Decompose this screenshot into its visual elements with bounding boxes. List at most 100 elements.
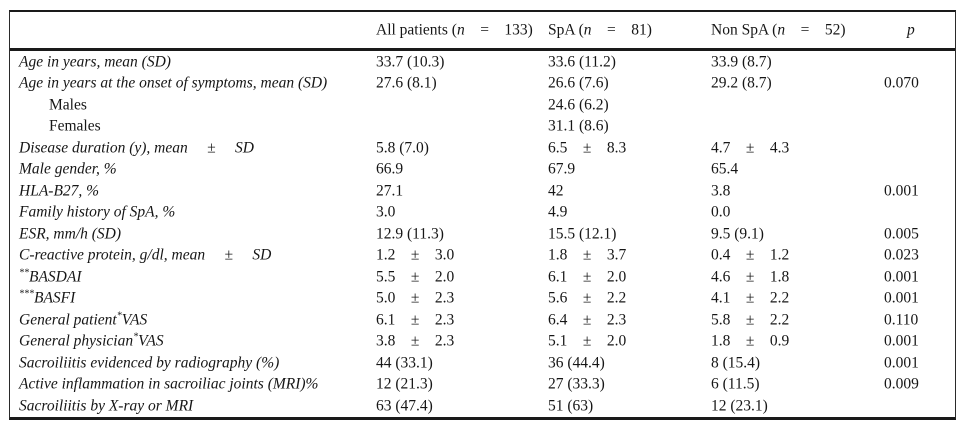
cell-non-spa: 29.2 (8.7)	[711, 74, 772, 92]
table-row: Males 24.6 (6.2)	[10, 94, 955, 116]
table-row: Sacroiliitis by X-ray or MRI 63 (47.4) 5…	[10, 395, 955, 417]
table-row: General patient*VAS 6.1 ± 2.3 6.4 ± 2.3 …	[10, 309, 955, 331]
column-header-spa: SpA (n = 81)	[548, 22, 652, 38]
cell-spa: 6.1 ± 2.0	[548, 268, 627, 285]
row-label: Age in years at the onset of symptoms, m…	[19, 74, 328, 92]
row-label: Sacroiliitis by X-ray or MRI	[19, 398, 193, 414]
row-label: HLA-B27, %	[19, 183, 99, 199]
cell-spa: 36 (44.4)	[548, 354, 605, 371]
header-n-variable: n	[583, 21, 592, 39]
row-label-text: Males	[49, 96, 87, 113]
cell-all-patients: 3.0	[376, 203, 396, 221]
header-text: = 81)	[591, 21, 652, 39]
table-body: Age in years, mean (SD) 33.7 (10.3) 33.6…	[10, 51, 955, 417]
row-label-superscript: ***	[19, 288, 34, 300]
cell-all-patients: 1.2 ± 3.0	[376, 246, 455, 264]
cell-spa: 4.9	[548, 203, 568, 221]
row-label: General physician*VAS	[19, 332, 164, 350]
cell-all-patients: 12 (21.3)	[376, 375, 433, 393]
row-label-text: C-reactive protein, g/dl, mean ± SD	[19, 246, 272, 264]
cell-spa: 67.9	[548, 160, 576, 178]
row-label-text: General physician	[19, 332, 134, 350]
row-label-text: Sacroiliitis evidenced by radiography (%…	[19, 354, 280, 371]
table-row: Age in years at the onset of symptoms, m…	[10, 73, 955, 95]
cell-p-value: 0.001	[884, 268, 919, 285]
cell-all-patients: 66.9	[376, 160, 404, 178]
table-row: Male gender, % 66.9 67.9 65.4	[10, 159, 955, 181]
cell-spa: 15.5 (12.1)	[548, 225, 617, 242]
row-label: Male gender, %	[19, 160, 117, 178]
row-label-text: HLA-B27, %	[19, 182, 100, 199]
column-header-all-patients: All patients (n = 133)	[376, 22, 533, 38]
table-header-row: All patients (n = 133) SpA (n = 81) Non …	[10, 12, 955, 51]
cell-non-spa: 0.0	[711, 203, 731, 221]
cell-all-patients: 12.9 (11.3)	[376, 225, 444, 242]
row-label-text: Male gender, %	[19, 160, 117, 178]
cell-spa: 6.5 ± 8.3	[548, 139, 627, 156]
row-label: Family history of SpA, %	[19, 203, 176, 221]
cell-spa: 33.6 (11.2)	[548, 53, 616, 70]
cell-p-value: 0.001	[884, 354, 919, 371]
column-header-non-spa: Non SpA (n = 52)	[711, 22, 845, 38]
row-label-superscript: **	[19, 267, 29, 278]
table-row: C-reactive protein, g/dl, mean ± SD 1.2 …	[10, 245, 955, 267]
cell-non-spa: 4.1 ± 2.2	[711, 289, 790, 307]
table-row: Active inflammation in sacroiliac joints…	[10, 374, 955, 396]
cell-spa: 27 (33.3)	[548, 375, 605, 393]
row-label-text-after-sup: BASDAI	[29, 268, 82, 285]
cell-all-patients: 6.1 ± 2.3	[376, 311, 455, 328]
row-label-text: Females	[49, 117, 101, 135]
table-row: ***BASFI 5.0 ± 2.3 5.6 ± 2.2 4.1 ± 2.2 0…	[10, 288, 955, 310]
row-label: **BASDAI	[19, 267, 82, 285]
header-text: Non SpA (	[711, 21, 778, 39]
row-label: Sacroiliitis evidenced by radiography (%…	[19, 355, 279, 371]
cell-p-value: 0.001	[884, 289, 919, 307]
cell-spa: 26.6 (7.6)	[548, 74, 609, 92]
row-label: Active inflammation in sacroiliac joints…	[19, 376, 318, 393]
cell-non-spa: 8 (15.4)	[711, 354, 761, 371]
row-label-text: General patient	[19, 311, 117, 328]
cell-non-spa: 1.8 ± 0.9	[711, 332, 790, 350]
cell-p-value: 0.005	[884, 225, 919, 242]
cell-all-patients: 27.1	[376, 182, 404, 199]
table-row: Age in years, mean (SD) 33.7 (10.3) 33.6…	[10, 51, 955, 73]
row-label-text: Age in years at the onset of symptoms, m…	[19, 74, 328, 92]
cell-non-spa: 3.8	[711, 182, 731, 199]
cell-all-patients: 5.8 (7.0)	[376, 139, 429, 156]
cell-spa: 24.6 (6.2)	[548, 96, 609, 113]
cell-p-value: 0.001	[884, 332, 919, 350]
row-label: Disease duration (y), mean ± SD	[19, 140, 254, 156]
table-row: Disease duration (y), mean ± SD 5.8 (7.0…	[10, 137, 955, 159]
cell-p-value: 0.023	[884, 246, 919, 264]
row-label: C-reactive protein, g/dl, mean ± SD	[19, 246, 272, 264]
table-row: **BASDAI 5.5 ± 2.0 6.1 ± 2.0 4.6 ± 1.8 0…	[10, 266, 955, 288]
row-label-text-after-sup: VAS	[121, 311, 148, 328]
cell-non-spa: 65.4	[711, 160, 739, 178]
row-label-text-after-sup: VAS	[138, 332, 164, 350]
row-label: Females	[49, 117, 101, 135]
column-header-p-value: p	[907, 21, 915, 39]
cell-spa: 5.6 ± 2.2	[548, 289, 627, 307]
cell-spa: 6.4 ± 2.3	[548, 311, 627, 328]
cell-non-spa: 33.9 (8.7)	[711, 53, 772, 70]
row-label-text: Sacroiliitis by X-ray or MRI	[19, 397, 194, 414]
header-text: = 133)	[464, 21, 533, 39]
cell-all-patients: 63 (47.4)	[376, 397, 433, 414]
row-label: ***BASFI	[19, 288, 75, 307]
row-label-text: Age in years, mean (SD)	[19, 53, 171, 70]
row-label: General patient*VAS	[19, 311, 148, 328]
cell-p-value: 0.009	[884, 375, 919, 393]
table-row: Family history of SpA, % 3.0 4.9 0.0	[10, 202, 955, 224]
cell-p-value: 0.110	[884, 311, 919, 328]
cell-spa: 31.1 (8.6)	[548, 117, 609, 135]
table-row: ESR, mm/h (SD) 12.9 (11.3) 15.5 (12.1) 9…	[10, 223, 955, 245]
row-label-text: ESR, mm/h (SD)	[19, 225, 122, 242]
row-label-text: Family history of SpA, %	[19, 203, 176, 221]
cell-all-patients: 5.0 ± 2.3	[376, 289, 455, 307]
cell-spa: 5.1 ± 2.0	[548, 332, 627, 350]
cell-all-patients: 3.8 ± 2.3	[376, 332, 455, 350]
cell-all-patients: 33.7 (10.3)	[376, 53, 445, 70]
cell-p-value: 0.001	[884, 182, 919, 199]
cell-spa: 51 (63)	[548, 397, 594, 414]
